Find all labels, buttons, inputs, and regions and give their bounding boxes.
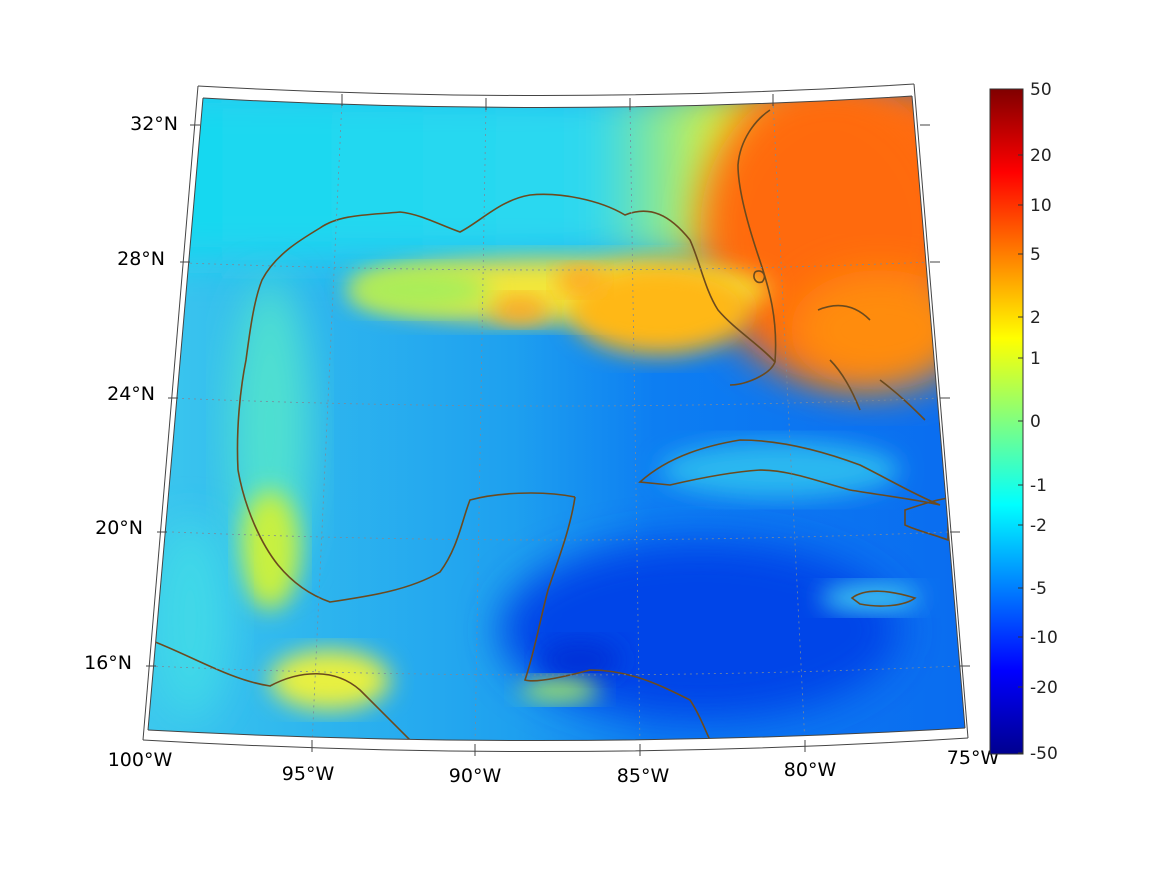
lon-label: 100°W: [108, 749, 173, 771]
colorbar-tick: -5: [1030, 579, 1047, 599]
colorbar-tick: -50: [1030, 744, 1058, 764]
coastlines: [149, 109, 949, 741]
lon-label: 95°W: [282, 763, 335, 785]
lon-label: 90°W: [449, 765, 502, 787]
colorbar-tick: 0: [1030, 412, 1041, 432]
colorbar-tick: 20: [1030, 146, 1052, 166]
lat-label: 16°N: [84, 652, 132, 674]
graticule: [149, 99, 959, 741]
lon-label: 75°W: [947, 747, 1000, 769]
lon-label: 80°W: [784, 759, 837, 781]
lat-label: 32°N: [130, 113, 178, 135]
colorbar-tick: 5: [1030, 245, 1041, 265]
lat-label: 24°N: [107, 383, 155, 405]
latitude-labels: 32°N 28°N 24°N 20°N 16°N: [84, 113, 178, 674]
colorbar-gradient: [989, 88, 1024, 755]
lat-label: 20°N: [95, 517, 143, 539]
longitude-labels: 100°W 95°W 90°W 85°W 80°W 75°W: [108, 747, 1000, 787]
colorbar-tick: 10: [1030, 196, 1052, 216]
colorbar-tick: -20: [1030, 678, 1058, 698]
colorbar: 50 20 10 5 2 1 0 -1 -2 -5 -10 -20 -50: [989, 80, 1058, 764]
colorbar-tick: 1: [1030, 349, 1041, 369]
colorbar-tick: 50: [1030, 80, 1052, 100]
colorbar-tick: 2: [1030, 308, 1041, 328]
map-frame: [142, 83, 970, 756]
colorbar-tick: -1: [1030, 476, 1047, 496]
lon-label: 85°W: [617, 765, 670, 787]
lat-label: 28°N: [117, 248, 165, 270]
colorbar-tick: -10: [1030, 628, 1058, 648]
colorbar-tick: -2: [1030, 516, 1047, 536]
data-field: [148, 96, 965, 741]
